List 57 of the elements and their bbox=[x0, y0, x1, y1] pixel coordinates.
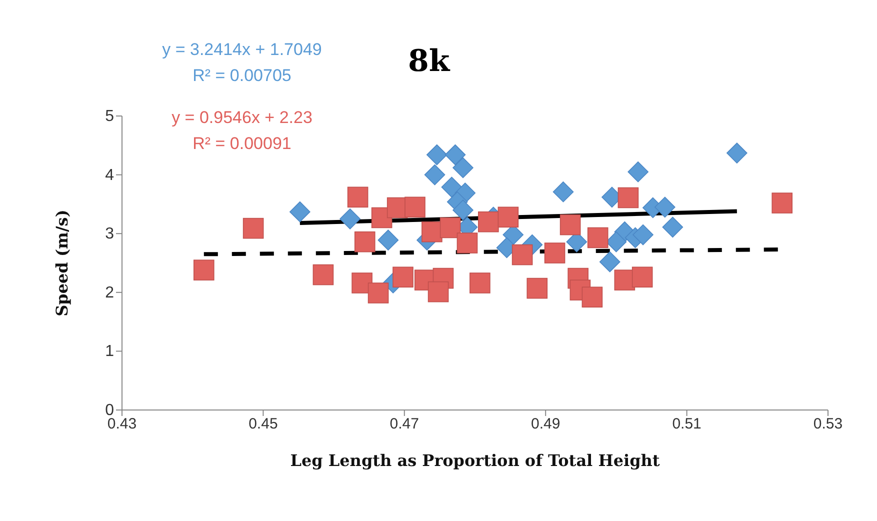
point bbox=[242, 218, 264, 239]
point bbox=[347, 186, 368, 208]
point bbox=[587, 227, 608, 248]
point bbox=[422, 221, 442, 242]
point bbox=[340, 208, 360, 230]
y-axis-title: Speed (m/s) bbox=[52, 210, 72, 316]
point bbox=[368, 282, 389, 304]
y-tick-label: 3 bbox=[105, 226, 114, 243]
point bbox=[354, 231, 376, 252]
point bbox=[654, 196, 676, 218]
point bbox=[456, 232, 478, 254]
y-tick-label: 2 bbox=[105, 284, 114, 302]
text: y = 3.2414x + 1.7049 bbox=[161, 40, 323, 60]
annotation: R² = 0.00091 bbox=[192, 134, 292, 154]
x-tick-label: 0.51 bbox=[672, 416, 702, 433]
x-tick-label: 0.53 bbox=[813, 416, 843, 433]
point bbox=[544, 242, 566, 264]
x-tick-label: 0.49 bbox=[531, 416, 560, 433]
point bbox=[498, 206, 519, 228]
point bbox=[618, 187, 639, 208]
point bbox=[444, 144, 466, 166]
x-tick-label: 0.47 bbox=[390, 416, 419, 433]
point bbox=[662, 216, 684, 238]
point bbox=[478, 211, 499, 232]
chart-title: 8k bbox=[408, 44, 450, 79]
point bbox=[428, 281, 449, 302]
point bbox=[312, 264, 334, 286]
point bbox=[560, 214, 581, 236]
point bbox=[193, 260, 214, 280]
point bbox=[441, 176, 462, 198]
point bbox=[392, 266, 414, 288]
point bbox=[599, 251, 620, 272]
point bbox=[404, 196, 426, 218]
point bbox=[424, 164, 446, 186]
y-tick-label: 4 bbox=[105, 166, 114, 184]
text: R² = 0.00705 bbox=[192, 66, 292, 86]
point bbox=[582, 286, 603, 308]
y-tick-label: 1 bbox=[105, 343, 114, 360]
point bbox=[552, 181, 574, 202]
point bbox=[772, 192, 793, 214]
point bbox=[726, 142, 748, 164]
x-tick-label: 0.45 bbox=[248, 416, 278, 433]
point bbox=[290, 201, 310, 222]
point bbox=[452, 200, 474, 220]
x-axis-title: Leg Length as Proportion of Total Height bbox=[290, 451, 660, 470]
point bbox=[526, 278, 548, 299]
point bbox=[426, 144, 448, 166]
y-tick-label: 5 bbox=[105, 108, 114, 125]
point bbox=[632, 266, 653, 288]
point bbox=[512, 244, 533, 266]
point bbox=[440, 217, 461, 238]
point bbox=[632, 224, 654, 246]
point bbox=[470, 272, 490, 294]
annotation: y = 0.9546x + 2.23 bbox=[170, 108, 314, 128]
point bbox=[628, 161, 648, 182]
point bbox=[378, 230, 399, 250]
point bbox=[452, 157, 474, 178]
